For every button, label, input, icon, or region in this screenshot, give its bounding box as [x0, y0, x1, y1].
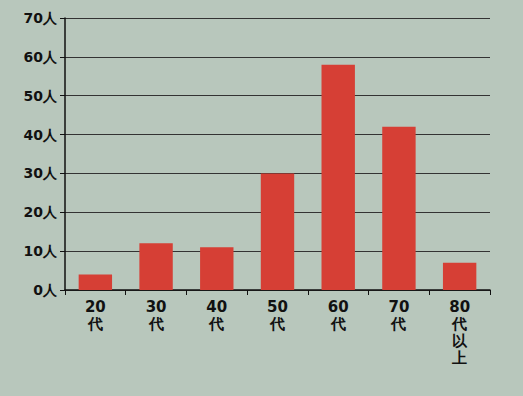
svg-text:20人: 20人 [24, 204, 58, 220]
svg-text:代: 代 [269, 315, 285, 333]
svg-text:50: 50 [267, 298, 288, 316]
svg-text:代: 代 [148, 315, 164, 333]
svg-text:30人: 30人 [24, 165, 58, 181]
svg-text:代: 代 [390, 315, 406, 333]
svg-text:10人: 10人 [24, 243, 58, 259]
svg-text:代: 代 [330, 315, 346, 333]
svg-text:0人: 0人 [33, 282, 58, 298]
svg-text:60人: 60人 [24, 49, 58, 65]
svg-text:30: 30 [146, 298, 167, 316]
svg-text:50人: 50人 [24, 88, 58, 104]
svg-text:70: 70 [388, 298, 409, 316]
svg-text:代: 代 [87, 315, 103, 333]
svg-text:以: 以 [452, 332, 468, 350]
svg-text:代: 代 [451, 315, 467, 333]
svg-text:40: 40 [206, 298, 227, 316]
svg-text:20: 20 [85, 298, 106, 316]
svg-text:上: 上 [451, 349, 467, 367]
svg-text:代: 代 [208, 315, 224, 333]
svg-text:80: 80 [449, 298, 470, 316]
svg-text:60: 60 [328, 298, 349, 316]
svg-text:40人: 40人 [24, 127, 58, 143]
svg-text:70人: 70人 [24, 10, 58, 26]
